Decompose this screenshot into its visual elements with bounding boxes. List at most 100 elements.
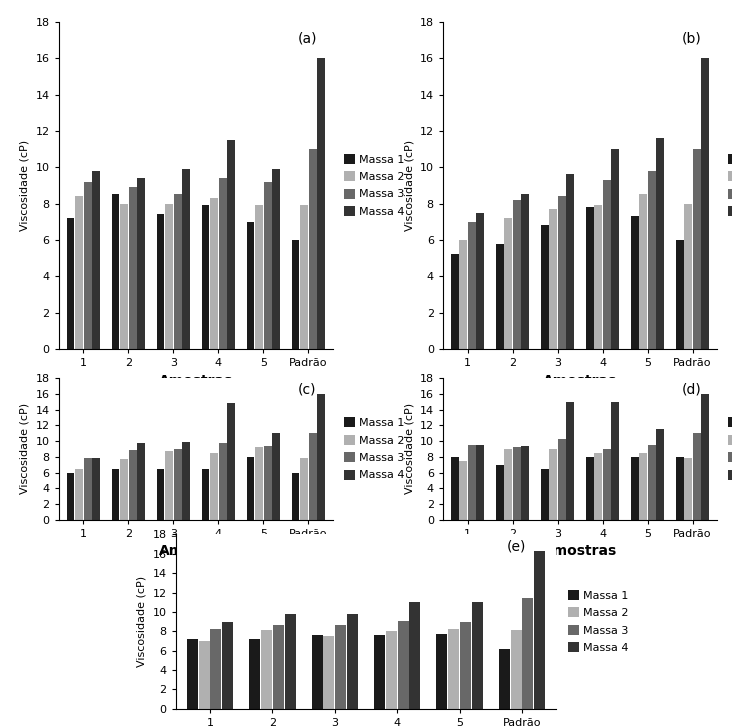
Bar [648,171,656,349]
Bar [504,449,512,520]
Bar [210,198,218,349]
X-axis label: Amostras: Amostras [159,374,233,387]
Bar [219,178,227,349]
Bar [549,449,557,520]
Bar [451,457,459,520]
X-axis label: Amostras: Amostras [159,545,233,558]
Bar [374,635,385,709]
Bar [639,453,647,520]
Text: (a): (a) [297,32,317,46]
Bar [272,169,280,349]
Bar [523,598,534,709]
Bar [137,178,145,349]
Bar [120,204,128,349]
Bar [129,188,137,349]
Bar [521,446,529,520]
X-axis label: Amostras: Amostras [543,545,617,558]
Bar [300,206,308,349]
Y-axis label: Viscosidade (cP): Viscosidade (cP) [404,140,414,231]
Bar [693,433,701,520]
Bar [312,635,323,709]
Bar [534,551,545,709]
Bar [201,206,209,349]
Bar [210,630,222,709]
Bar [513,200,521,349]
Bar [219,443,227,520]
Bar [182,442,190,520]
Bar [657,138,665,349]
Bar [201,469,209,520]
Bar [75,196,83,349]
Bar [603,449,611,520]
Bar [468,222,476,349]
Bar [75,469,83,520]
Bar [631,217,639,349]
Bar [264,446,272,520]
Bar [92,459,100,520]
Bar [603,180,611,349]
Bar [567,401,575,520]
Bar [397,621,408,709]
Y-axis label: Viscosidade (cP): Viscosidade (cP) [404,403,414,494]
Bar [477,213,485,349]
Bar [594,453,602,520]
Bar [460,622,471,709]
Bar [83,459,92,520]
Bar [210,453,218,520]
Bar [460,240,467,349]
Bar [227,403,235,520]
Bar [335,625,346,709]
Bar [261,630,272,709]
Bar [496,244,504,349]
Bar [701,394,709,520]
Bar [631,457,639,520]
Y-axis label: Viscosidade (cP): Viscosidade (cP) [20,140,30,231]
Bar [255,206,263,349]
Bar [324,636,335,709]
Bar [198,641,209,709]
Bar [309,433,316,520]
Bar [247,222,255,349]
Bar [272,433,280,520]
Bar [648,445,656,520]
Text: (c): (c) [297,382,316,396]
Bar [317,394,325,520]
Bar [521,195,529,349]
Bar [701,58,709,349]
Y-axis label: Viscosidade (cP): Viscosidade (cP) [137,576,147,667]
Bar [165,451,173,520]
Bar [513,446,521,520]
Bar [67,218,75,349]
Bar [498,648,509,709]
Bar [173,449,182,520]
Bar [249,639,260,709]
Bar [611,401,619,520]
Bar [247,457,255,520]
Bar [347,614,358,709]
Bar [255,446,263,520]
Y-axis label: Viscosidade (cP): Viscosidade (cP) [20,403,30,494]
Bar [451,254,459,349]
Bar [187,639,198,709]
Bar [586,457,594,520]
Bar [409,602,420,709]
Bar [510,630,522,709]
Bar [111,469,119,520]
Bar [504,218,512,349]
Bar [182,169,190,349]
Bar [129,450,137,520]
Bar [309,149,316,349]
Bar [67,473,75,520]
Bar [567,174,575,349]
Bar [120,459,128,520]
Bar [541,225,549,349]
Bar [137,443,145,520]
Bar [541,469,549,520]
Bar [291,240,299,349]
Bar [165,204,173,349]
Bar [657,429,665,520]
Bar [586,207,594,349]
Legend: Massa 1, Massa 2, Massa 3, Massa 4: Massa 1, Massa 2, Massa 3, Massa 4 [341,415,407,483]
Bar [111,195,119,349]
X-axis label: Amostras: Amostras [543,374,617,387]
